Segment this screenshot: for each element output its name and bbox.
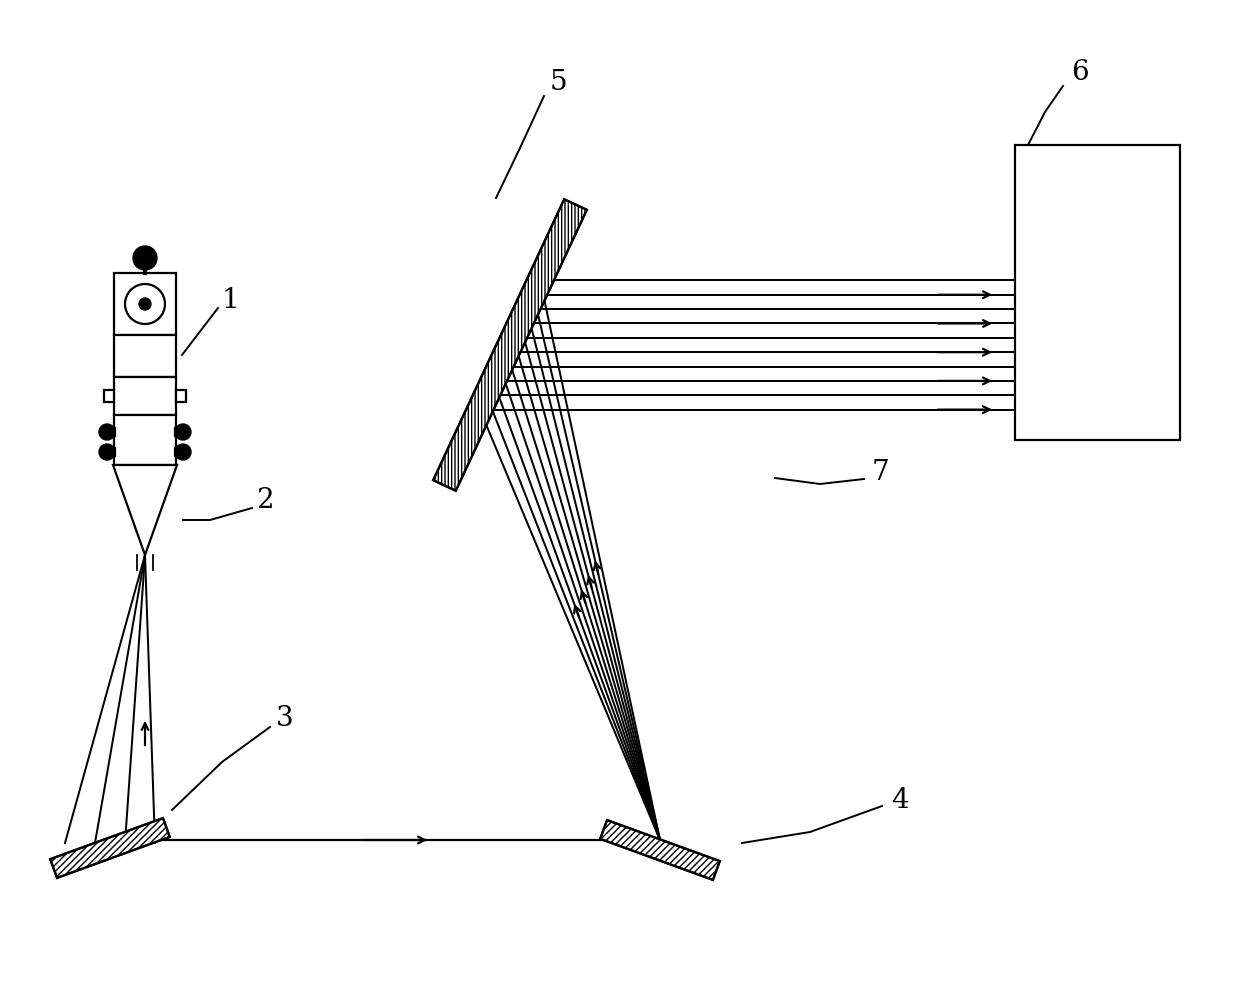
Circle shape xyxy=(99,424,115,440)
Bar xyxy=(114,273,176,335)
Bar xyxy=(114,377,176,415)
Text: 6: 6 xyxy=(1071,59,1089,86)
Bar xyxy=(176,390,186,402)
Bar xyxy=(104,390,114,402)
Text: 7: 7 xyxy=(872,458,889,486)
Circle shape xyxy=(175,444,191,460)
Polygon shape xyxy=(113,465,177,555)
Polygon shape xyxy=(433,200,587,491)
Circle shape xyxy=(99,444,115,460)
Text: 1: 1 xyxy=(221,286,239,314)
Text: 4: 4 xyxy=(892,786,909,814)
Bar xyxy=(114,335,176,377)
Circle shape xyxy=(175,424,191,440)
Text: 3: 3 xyxy=(277,705,294,731)
Text: 2: 2 xyxy=(257,487,274,513)
Text: 5: 5 xyxy=(549,69,567,95)
Circle shape xyxy=(139,298,151,310)
Circle shape xyxy=(125,284,165,324)
Polygon shape xyxy=(600,820,719,880)
Bar xyxy=(1016,145,1180,440)
Circle shape xyxy=(133,246,157,270)
Bar xyxy=(114,415,176,465)
Polygon shape xyxy=(50,818,170,878)
